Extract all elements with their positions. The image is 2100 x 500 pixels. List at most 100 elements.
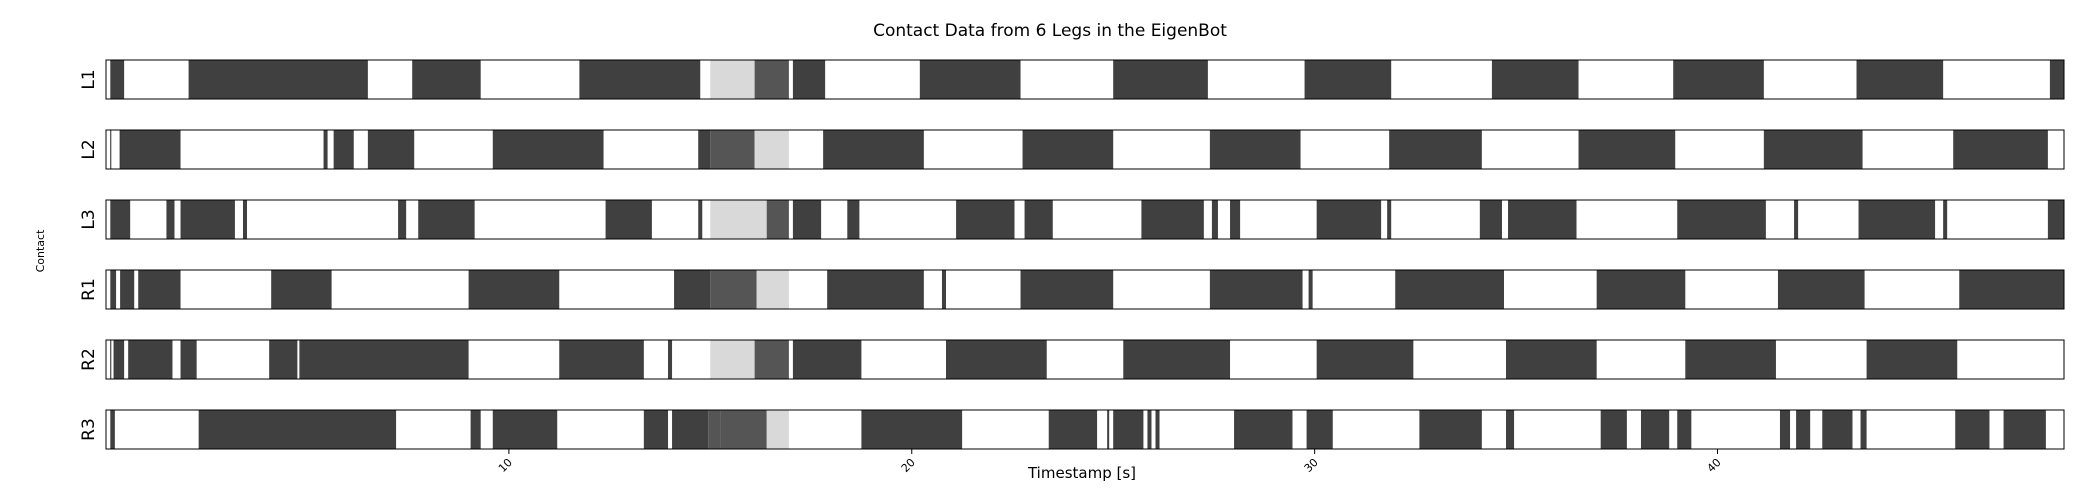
contact-segment [919, 60, 1021, 99]
row-label: L2 [79, 139, 99, 159]
contact-segment [110, 129, 121, 170]
contact-row-l3: L3 [79, 199, 2065, 240]
contact-segment [1822, 410, 1853, 449]
contact-segment [128, 340, 173, 379]
contact-segment [105, 199, 112, 240]
contact-segment [188, 60, 368, 99]
contact-segment [698, 130, 711, 169]
contact-segment [1777, 270, 1865, 309]
contact-segment [1763, 130, 1863, 169]
contact-segment [105, 59, 112, 100]
contact-segment [1673, 60, 1764, 99]
row-label: R3 [79, 418, 99, 441]
contact-segment [1856, 60, 1944, 99]
contact-segment [2003, 410, 2046, 449]
contact-segment [271, 270, 332, 309]
contact-segment [1316, 340, 1414, 379]
contact-segment [1779, 410, 1791, 449]
contact-segment [674, 270, 711, 309]
contact-segment [1640, 410, 1670, 449]
chart-title: Contact Data from 6 Legs in the EigenBot [873, 21, 1227, 41]
contact-segment [110, 270, 117, 309]
contact-segment [1141, 200, 1204, 239]
contact-segment [492, 410, 558, 449]
contact-rows: L1 L2 L3 R1 R2 R3 [79, 59, 2065, 450]
contact-row-r3: R3 [79, 409, 2065, 450]
contact-segment [1677, 200, 1766, 239]
contact-segment [1506, 410, 1515, 449]
contact-segment [710, 60, 755, 99]
contact-segment [1123, 340, 1231, 379]
contact-segment [1506, 340, 1597, 379]
contact-segment [198, 410, 397, 449]
contact-segment [1943, 200, 1948, 239]
contact-segment [847, 200, 860, 239]
contact-segment [946, 340, 1047, 379]
contact-segment [1479, 200, 1502, 239]
contact-segment [823, 130, 924, 169]
contact-row-l1: L1 [79, 59, 2065, 100]
contact-segment [792, 200, 822, 239]
contact-segment [1866, 340, 1958, 379]
contact-segment [698, 200, 703, 239]
contact-segment [2049, 60, 2064, 99]
contact-segment [756, 270, 789, 309]
contact-segment [1596, 270, 1686, 309]
contact-segment [1211, 200, 1218, 239]
contact-segment [710, 130, 755, 169]
contact-segment [1387, 200, 1392, 239]
contact-segment [1508, 200, 1577, 239]
contact-segment [1022, 130, 1114, 169]
contact-segment [766, 200, 789, 239]
contact-segment [1316, 200, 1382, 239]
contact-segment [766, 410, 789, 449]
contact-segment [299, 340, 469, 379]
row-label: L1 [79, 69, 99, 89]
contact-segment [710, 270, 757, 309]
contact-segment [166, 200, 175, 239]
contact-segment [1953, 130, 2048, 169]
contact-segment [1955, 410, 1990, 449]
contact-segment [269, 340, 298, 379]
contact-segment [1113, 410, 1144, 449]
contact-row-r2: R2 [79, 339, 2065, 380]
contact-segment [1419, 410, 1482, 449]
contact-segment [468, 270, 560, 309]
contact-segment [710, 340, 755, 379]
contact-segment [605, 200, 652, 239]
x-axis-label: Timestamp [s] [1027, 464, 1136, 482]
contact-segment [110, 410, 115, 449]
contact-segment [367, 130, 415, 169]
x-tick-label: 40 [1705, 456, 1724, 475]
row-frame [105, 129, 2065, 170]
row-label: R1 [79, 278, 99, 301]
contact-segment [110, 200, 131, 239]
contact-segment [398, 200, 407, 239]
contact-segment [1794, 200, 1799, 239]
contact-segment [941, 270, 947, 309]
contact-segment [110, 339, 115, 380]
contact-segment [754, 60, 789, 99]
row-frame [105, 199, 2065, 240]
contact-segment [1209, 270, 1303, 309]
contact-segment [956, 200, 1015, 239]
contact-segment [792, 60, 826, 99]
contact-segment [1048, 410, 1098, 449]
contact-segment [710, 200, 767, 239]
contact-segment [754, 130, 789, 169]
contact-segment [105, 129, 112, 170]
contact-segment [1959, 270, 2064, 309]
y-axis-label: Contact [34, 229, 47, 272]
x-tick-label: 10 [496, 456, 515, 475]
contact-segment [1230, 200, 1241, 239]
contact-segment [2047, 200, 2064, 239]
contact-segment [1600, 410, 1627, 449]
contact-segment [1306, 410, 1333, 449]
contact-segment [1107, 410, 1110, 449]
contact-segment [579, 60, 701, 99]
contact-segment [1020, 270, 1114, 309]
contact-segment [1155, 410, 1160, 449]
contact-segment [1491, 60, 1579, 99]
contact-segment [138, 270, 181, 309]
